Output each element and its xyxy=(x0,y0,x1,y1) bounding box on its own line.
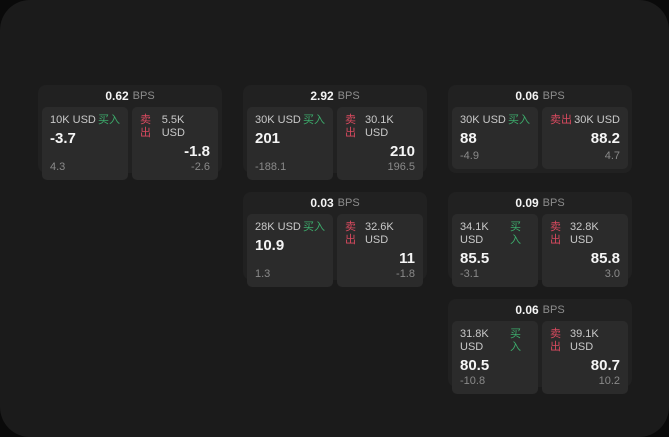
sell-delta: 10.2 xyxy=(598,375,620,387)
sell-delta: 4.7 xyxy=(604,150,620,162)
buy-size: 28K USD xyxy=(255,221,301,233)
buy-delta: -4.9 xyxy=(460,150,479,162)
buy-price: 201 xyxy=(255,130,281,147)
buy-size: 30K USD xyxy=(255,114,301,126)
buy-size: 10K USD xyxy=(50,114,96,126)
quote-card-4: 0.03 BPS 28K USD 买入 10.9 1.3 卖出 32.6K US… xyxy=(243,192,427,287)
buy-side-label: 买入 xyxy=(510,221,522,246)
buy-tile[interactable]: 34.1K USD 买入 85.5 -3.1 xyxy=(452,214,538,287)
sell-side-label: 卖出 xyxy=(550,114,572,126)
buy-side-label: 买入 xyxy=(98,114,120,126)
buy-tile[interactable]: 28K USD 买入 10.9 1.3 xyxy=(247,214,333,287)
buy-size: 30K USD xyxy=(460,114,506,126)
card-header: 0.06 BPS xyxy=(448,85,632,107)
quote-card-grid: 0.62 BPS 10K USD 买入 -3.7 4.3 卖出 5.5K USD xyxy=(38,85,632,394)
buy-delta: -10.8 xyxy=(460,375,486,387)
sell-tile[interactable]: 卖出 39.1K USD 80.7 10.2 xyxy=(542,321,628,394)
quote-card-2: 2.92 BPS 30K USD 买入 201 -188.1 卖出 30.1K … xyxy=(243,85,427,180)
buy-price: 85.5 xyxy=(460,250,490,267)
sell-tile[interactable]: 卖出 32.8K USD 85.8 3.0 xyxy=(542,214,628,287)
sell-size: 5.5K USD xyxy=(161,114,185,139)
sell-tile[interactable]: 卖出 32.6K USD 11 -1.8 xyxy=(337,214,423,287)
bps-value: 0.06 xyxy=(515,303,539,317)
card-header: 0.62 BPS xyxy=(38,85,222,107)
sell-delta: -2.6 xyxy=(191,161,210,173)
sell-size: 30.1K USD xyxy=(364,114,394,139)
bps-unit-label: BPS xyxy=(542,90,565,102)
quote-card-6: 0.06 BPS 31.8K USD 买入 80.5 -10.8 卖出 39.1… xyxy=(448,299,632,394)
sell-delta: -1.8 xyxy=(396,268,415,280)
bps-unit-label: BPS xyxy=(542,304,565,316)
buy-delta: 1.3 xyxy=(255,268,271,280)
sell-tile[interactable]: 卖出 5.5K USD -1.8 -2.6 xyxy=(132,107,218,180)
sell-side-label: 卖出 xyxy=(345,221,356,246)
bps-value: 2.92 xyxy=(310,89,334,103)
sell-size: 39.1K USD xyxy=(569,328,599,353)
card-header: 2.92 BPS xyxy=(243,85,427,107)
buy-tile[interactable]: 10K USD 买入 -3.7 4.3 xyxy=(42,107,128,180)
bps-unit-label: BPS xyxy=(337,90,360,102)
buy-tile[interactable]: 30K USD 买入 88 -4.9 xyxy=(452,107,538,169)
sell-price: 210 xyxy=(389,143,415,160)
card-header: 0.09 BPS xyxy=(448,192,632,214)
sell-side-label: 卖出 xyxy=(550,221,561,246)
tiles: 10K USD 买入 -3.7 4.3 卖出 5.5K USD -1.8 -2.… xyxy=(38,107,222,184)
buy-tile[interactable]: 31.8K USD 买入 80.5 -10.8 xyxy=(452,321,538,394)
sell-delta: 3.0 xyxy=(604,268,620,280)
tiles: 34.1K USD 买入 85.5 -3.1 卖出 32.8K USD 85.8… xyxy=(448,214,632,291)
card-header: 0.06 BPS xyxy=(448,299,632,321)
buy-price: 10.9 xyxy=(255,237,285,254)
sell-tile[interactable]: 卖出 30.1K USD 210 196.5 xyxy=(337,107,423,180)
quote-card-3: 0.06 BPS 30K USD 买入 88 -4.9 卖出 30K USD xyxy=(448,85,632,173)
buy-delta: 4.3 xyxy=(50,161,66,173)
tiles: 30K USD 买入 201 -188.1 卖出 30.1K USD 210 1… xyxy=(243,107,427,184)
buy-size: 34.1K USD xyxy=(460,221,489,246)
sell-price: 88.2 xyxy=(590,130,620,147)
card-header: 0.03 BPS xyxy=(243,192,427,214)
buy-side-label: 买入 xyxy=(303,114,325,126)
sell-side-label: 卖出 xyxy=(140,114,151,139)
tiles: 28K USD 买入 10.9 1.3 卖出 32.6K USD 11 -1.8 xyxy=(243,214,427,291)
sell-side-label: 卖出 xyxy=(550,328,561,353)
buy-size: 31.8K USD xyxy=(460,328,489,353)
buy-price: 80.5 xyxy=(460,357,490,374)
bps-value: 0.09 xyxy=(515,196,539,210)
bps-unit-label: BPS xyxy=(132,90,155,102)
bps-unit-label: BPS xyxy=(337,197,360,209)
bps-value: 0.62 xyxy=(105,89,129,103)
quote-card-5: 0.09 BPS 34.1K USD 买入 85.5 -3.1 卖出 32.8K… xyxy=(448,192,632,287)
sell-delta: 196.5 xyxy=(387,161,415,173)
buy-tile[interactable]: 30K USD 买入 201 -188.1 xyxy=(247,107,333,180)
bps-value: 0.03 xyxy=(310,196,334,210)
quote-card-1: 0.62 BPS 10K USD 买入 -3.7 4.3 卖出 5.5K USD xyxy=(38,85,222,180)
sell-price: -1.8 xyxy=(184,143,210,160)
bps-value: 0.06 xyxy=(515,89,539,103)
buy-side-label: 买入 xyxy=(508,114,530,126)
sell-tile[interactable]: 卖出 30K USD 88.2 4.7 xyxy=(542,107,628,169)
buy-side-label: 买入 xyxy=(510,328,522,353)
sell-price: 80.7 xyxy=(590,357,620,374)
sell-side-label: 卖出 xyxy=(345,114,356,139)
sell-price: 85.8 xyxy=(590,250,620,267)
tiles: 30K USD 买入 88 -4.9 卖出 30K USD 88.2 4.7 xyxy=(448,107,632,173)
buy-price: -3.7 xyxy=(50,130,76,147)
sell-size: 32.6K USD xyxy=(364,221,394,246)
buy-price: 88 xyxy=(460,130,477,147)
buy-delta: -188.1 xyxy=(255,161,287,173)
sell-price: 11 xyxy=(399,250,415,267)
buy-side-label: 买入 xyxy=(303,221,325,233)
buy-delta: -3.1 xyxy=(460,268,479,280)
tiles: 31.8K USD 买入 80.5 -10.8 卖出 39.1K USD 80.… xyxy=(448,321,632,398)
bps-unit-label: BPS xyxy=(542,197,565,209)
sell-size: 30K USD xyxy=(574,114,620,126)
sell-size: 32.8K USD xyxy=(569,221,599,246)
